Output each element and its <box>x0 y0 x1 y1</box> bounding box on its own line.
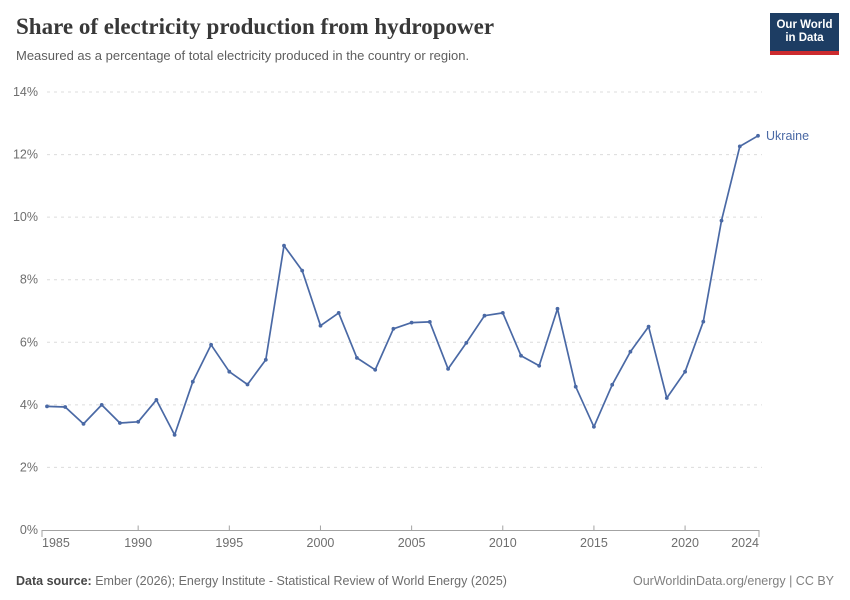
logo-line-2: in Data <box>785 32 824 44</box>
y-tick-label: 14% <box>13 85 38 99</box>
data-point <box>737 144 742 149</box>
data-point <box>519 353 523 358</box>
data-point <box>336 311 341 315</box>
data-point <box>282 243 286 248</box>
y-gridlines <box>47 91 762 468</box>
data-point <box>500 311 505 315</box>
data-point <box>81 422 86 426</box>
x-tick-label: 2000 <box>307 536 335 550</box>
logo-line-1: Our World <box>776 18 833 31</box>
x-tick-label: 2020 <box>671 536 699 550</box>
data-point <box>628 349 633 354</box>
x-axis-line <box>41 530 760 537</box>
line-series[interactable] <box>46 134 759 436</box>
x-axis-labels: 1985 1990 1995 2000 2005 2010 2015 2020 2024 <box>42 536 759 550</box>
data-point <box>409 320 414 325</box>
y-tick-label: 12% <box>13 148 38 162</box>
data-point <box>446 367 450 371</box>
x-tick-label: 2024 <box>731 536 759 550</box>
chart-header: Share of electricity production from hyd… <box>16 13 839 64</box>
chart-footer: Data source: Ember (2026); Energy Instit… <box>16 574 834 588</box>
data-point <box>227 369 232 374</box>
data-point <box>683 369 687 374</box>
y-tick-label: 4% <box>20 398 38 412</box>
data-point <box>719 218 724 223</box>
series-line-ukraine[interactable] <box>46 134 759 436</box>
data-point <box>537 363 542 368</box>
data-point <box>63 405 68 409</box>
data-point <box>646 324 651 329</box>
data-point <box>99 403 104 407</box>
page-title: Share of electricity production from hyd… <box>16 14 495 39</box>
data-point <box>756 133 760 138</box>
data-point <box>45 404 49 409</box>
x-tick-label: 2015 <box>580 536 608 550</box>
data-source-label: Data source: <box>16 574 92 588</box>
series-end-label[interactable]: Ukraine <box>766 129 809 143</box>
data-point <box>300 268 305 273</box>
series-markers <box>45 133 760 437</box>
y-tick-label: 0% <box>20 523 38 537</box>
data-source-note: Data source: Ember (2026); Energy Instit… <box>16 574 507 588</box>
data-point <box>245 382 250 387</box>
x-axis <box>41 525 760 537</box>
data-point <box>391 326 396 331</box>
data-point <box>190 379 195 384</box>
page-subtitle: Measured as a percentage of total electr… <box>16 47 470 63</box>
header-titles: Share of electricity production from hyd… <box>16 13 494 64</box>
data-point <box>318 323 323 328</box>
y-tick-label: 2% <box>20 460 38 474</box>
y-tick-label: 6% <box>20 335 38 349</box>
data-point <box>136 419 141 424</box>
x-tick-label: 2005 <box>398 536 426 550</box>
x-tick-label: 1990 <box>124 536 152 550</box>
data-point <box>263 357 268 362</box>
license-note[interactable]: OurWorldinData.org/energy | CC BY <box>632 574 834 588</box>
data-source-text: Ember (2026); Energy Institute - Statist… <box>95 574 507 588</box>
data-point <box>610 382 615 387</box>
data-point <box>427 320 432 324</box>
y-tick-label: 10% <box>13 210 38 224</box>
data-point <box>592 424 596 429</box>
data-point <box>209 342 214 347</box>
data-point <box>355 356 359 360</box>
data-point <box>464 341 469 345</box>
data-point <box>154 398 159 402</box>
data-point <box>555 306 560 311</box>
x-tick-label: 2010 <box>489 536 517 550</box>
data-point <box>664 396 669 400</box>
data-point <box>118 421 122 425</box>
data-point <box>573 384 578 389</box>
x-tick-label: 1985 <box>42 536 70 550</box>
x-tick-label: 1995 <box>215 536 243 550</box>
y-axis-labels: 0% 2% 4% 6% 8% 10% 12% 14% <box>13 85 38 537</box>
data-point <box>172 433 177 437</box>
data-point <box>701 319 706 324</box>
data-point <box>482 313 487 318</box>
owid-logo[interactable]: Our World in Data <box>770 13 839 55</box>
data-point <box>373 367 378 372</box>
y-tick-label: 8% <box>20 273 38 287</box>
entity-label[interactable]: Ukraine <box>766 129 809 143</box>
